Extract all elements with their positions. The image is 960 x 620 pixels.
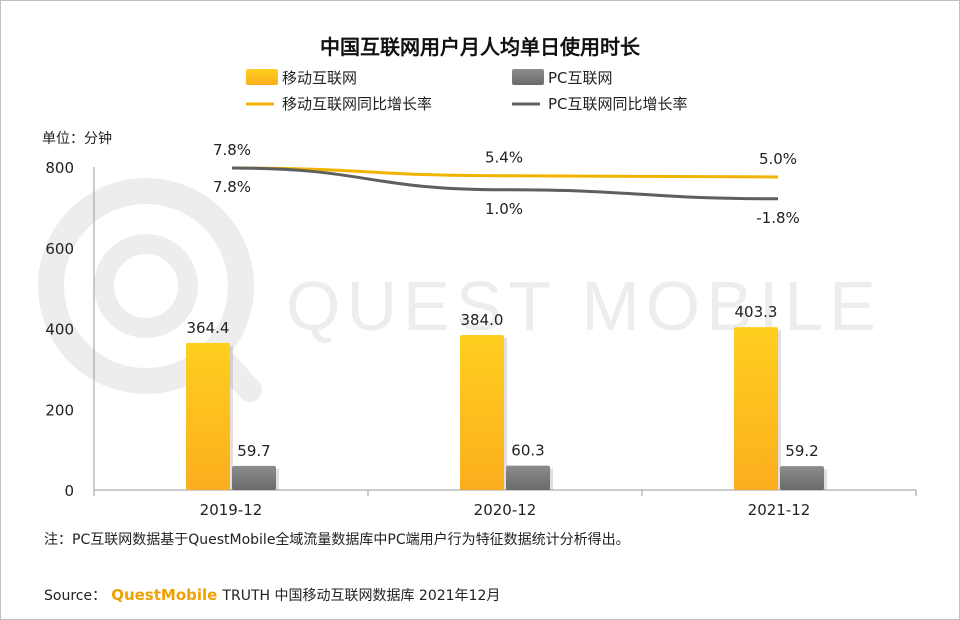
source-brand: QuestMobile <box>111 586 217 604</box>
bar-mobile <box>186 342 230 490</box>
x-tick-label: 2019-12 <box>200 501 263 519</box>
legend-label: PC互联网同比增长率 <box>548 95 688 113</box>
growth-rate-label: 1.0% <box>485 200 523 218</box>
x-tick-label: 2020-12 <box>474 501 537 519</box>
y-tick-label: 800 <box>45 159 74 177</box>
axes: 0 200 400 600 800 2019-12 2020-12 2021-12 <box>45 159 917 519</box>
y-tick-label: 200 <box>45 401 74 419</box>
chart-title: 中国互联网用户月人均单日使用时长 <box>320 35 641 59</box>
source-prefix: Source： <box>44 588 106 604</box>
bar-value-label: 364.4 <box>187 319 230 337</box>
bars: 364.4 384.0 403.3 59.7 60.3 59.2 <box>186 303 827 490</box>
growth-rate-label: 7.8% <box>213 141 251 159</box>
y-tick-label: 400 <box>45 321 74 339</box>
growth-rate-label: 5.0% <box>759 150 797 168</box>
bar-pc <box>780 466 824 490</box>
y-tick-label: 0 <box>64 482 74 500</box>
svg-text:QUEST MOBILE: QUEST MOBILE <box>286 267 882 345</box>
growth-lines: 7.8% 5.4% 5.0% 7.8% 1.0% -1.8% <box>213 141 800 227</box>
legend-swatch-bar <box>512 69 544 85</box>
line-pc-growth <box>231 166 779 201</box>
bar-mobile <box>734 327 778 490</box>
footnote: 注：PC互联网数据基于QuestMobile全域流量数据库中PC端用户行为特征数… <box>44 531 630 548</box>
growth-rate-label: 7.8% <box>213 178 251 196</box>
source-rest: TRUTH 中国移动互联网数据库 2021年12月 <box>221 588 500 604</box>
bar-pc <box>232 465 276 490</box>
bar-pc <box>506 465 550 490</box>
source-line: Source： QuestMobile TRUTH 中国移动互联网数据库 202… <box>44 585 500 604</box>
bar-value-label: 60.3 <box>511 442 544 460</box>
bar-mobile <box>460 334 504 490</box>
unit-label: 单位：分钟 <box>42 130 112 147</box>
legend-label: PC互联网 <box>548 69 613 87</box>
growth-rate-label: -1.8% <box>756 209 800 227</box>
x-tick-label: 2021-12 <box>748 501 811 519</box>
line-mobile-growth <box>231 166 779 179</box>
bar-value-label: 59.7 <box>237 442 270 460</box>
growth-rate-label: 5.4% <box>485 149 523 167</box>
bar-value-label: 384.0 <box>461 311 504 329</box>
legend-swatch-bar <box>246 69 278 85</box>
y-tick-label: 600 <box>45 240 74 258</box>
legend-label: 移动互联网 <box>282 69 357 87</box>
bar-value-label: 59.2 <box>785 442 818 460</box>
bar-value-label: 403.3 <box>735 303 778 321</box>
legend-label: 移动互联网同比增长率 <box>282 95 432 113</box>
